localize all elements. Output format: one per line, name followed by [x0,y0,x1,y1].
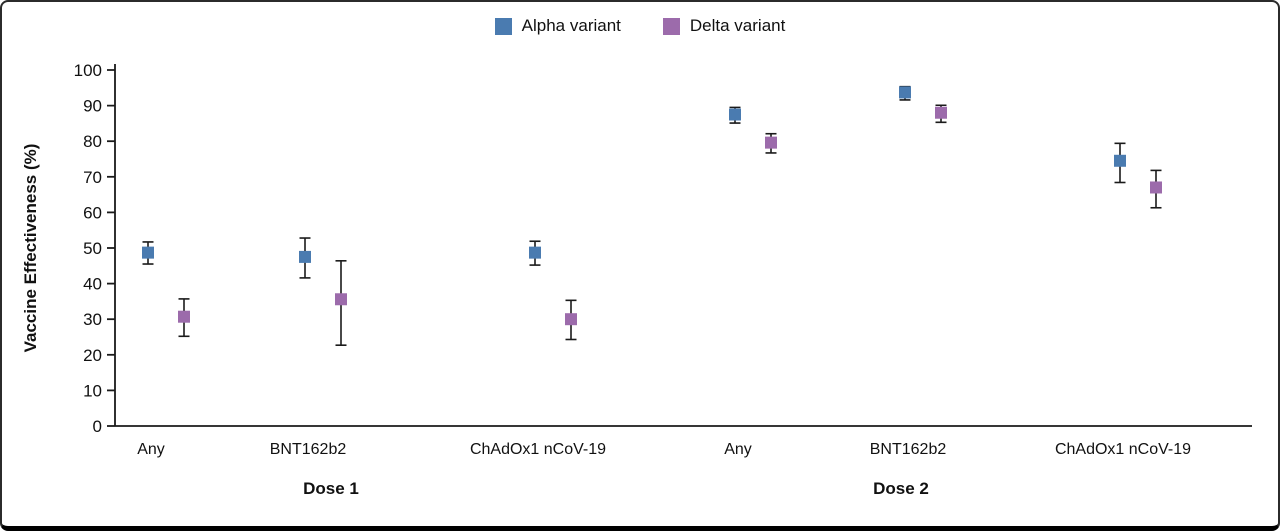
category-label: ChAdOx1 nCoV-19 [1055,441,1191,458]
y-tick-label: 0 [93,417,102,436]
y-tick-label: 50 [83,239,102,258]
category-label: Any [724,441,752,458]
point-alpha-dose1-bnt162b2 [299,250,311,263]
point-delta-dose2-chadox1-ncov-19 [1150,181,1162,194]
y-tick-label: 70 [83,168,102,187]
y-tick-label: 40 [83,275,102,294]
y-tick-label: 10 [83,381,102,400]
category-label: ChAdOx1 nCoV-19 [470,441,606,458]
point-delta-dose1-any [178,310,190,323]
dose-group-label: Dose 1 [303,479,359,498]
y-tick-label: 100 [74,61,102,80]
y-tick-label: 30 [83,310,102,329]
point-alpha-dose1-any [142,246,154,259]
y-tick-label: 80 [83,132,102,151]
point-alpha-dose1-chadox1-ncov-19 [529,246,541,259]
y-axis-title: Vaccine Effectiveness (%) [21,144,40,353]
y-tick-label: 60 [83,203,102,222]
point-delta-dose1-bnt162b2 [335,293,347,306]
point-alpha-dose2-any [729,108,741,121]
y-tick-label: 90 [83,97,102,116]
y-tick-label: 20 [83,346,102,365]
category-label: BNT162b2 [870,441,947,458]
dose-group-label: Dose 2 [873,479,929,498]
point-delta-dose1-chadox1-ncov-19 [565,313,577,326]
point-delta-dose2-bnt162b2 [935,106,947,119]
category-label: BNT162b2 [270,441,347,458]
point-alpha-dose2-bnt162b2 [899,86,911,99]
category-label: Any [137,441,165,458]
point-delta-dose2-any [765,136,777,149]
point-alpha-dose2-chadox1-ncov-19 [1114,154,1126,167]
